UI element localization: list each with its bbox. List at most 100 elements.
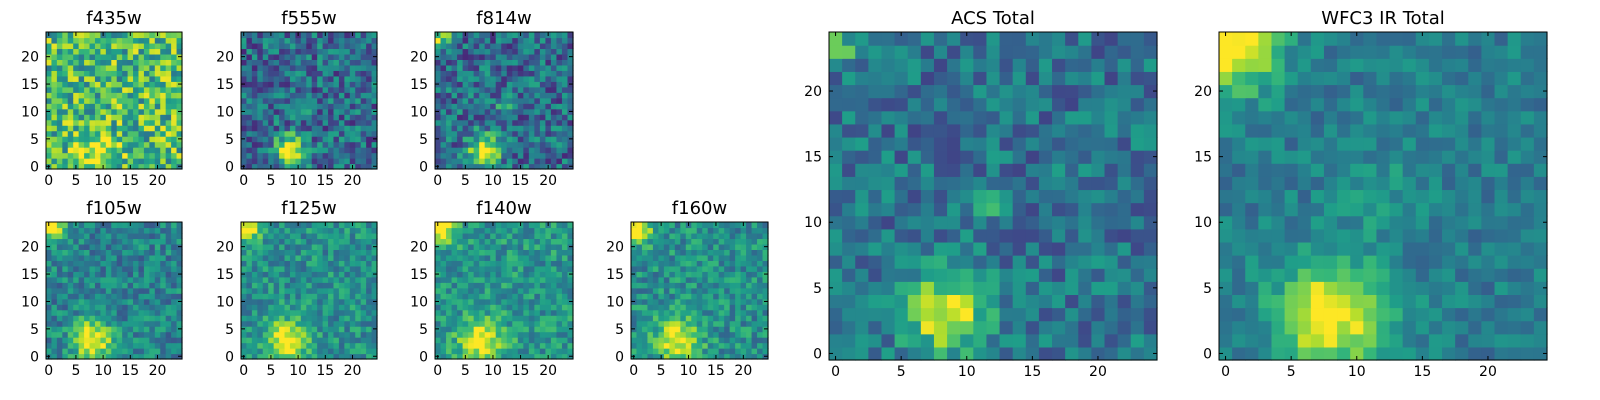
heatmap-cell	[545, 254, 552, 261]
heatmap-cell	[484, 243, 491, 250]
heatmap-cell	[306, 298, 313, 305]
heatmap-cell	[51, 320, 58, 327]
heatmap-cell	[176, 59, 183, 66]
heatmap-cell	[1143, 228, 1158, 243]
heatmap-cell	[78, 125, 85, 132]
heatmap-cell	[149, 59, 156, 66]
heatmap-cell	[718, 331, 725, 338]
heatmap-cell	[300, 342, 307, 349]
heatmap-cell	[289, 75, 296, 82]
heatmap-cell	[138, 70, 145, 77]
heatmap-cell	[338, 293, 345, 300]
heatmap-cell	[268, 254, 275, 261]
heatmap-cell	[306, 353, 313, 360]
heatmap-cell	[371, 125, 378, 132]
heatmap-cell	[94, 276, 101, 283]
heatmap-cell	[440, 147, 447, 154]
heatmap-cell	[241, 75, 248, 82]
heatmap-cell	[111, 75, 118, 82]
heatmap-cell	[371, 97, 378, 104]
heatmap-cell	[73, 86, 80, 93]
heatmap-cell	[440, 64, 447, 71]
heatmap-cell	[523, 348, 530, 355]
heatmap-cell	[94, 114, 101, 121]
heatmap-cell	[84, 125, 91, 132]
heatmap-cell	[746, 271, 753, 278]
heatmap-cell	[658, 331, 665, 338]
heatmap-cell	[116, 276, 123, 283]
heatmap-cell	[279, 326, 286, 333]
heatmap-cell	[300, 331, 307, 338]
heatmap-cell	[663, 287, 670, 294]
heatmap-cell	[171, 42, 178, 50]
heatmap-cell	[154, 59, 161, 66]
heatmap-cell	[279, 163, 286, 170]
heatmap-cell	[663, 238, 670, 245]
heatmap-cell	[322, 70, 329, 77]
heatmap-cell	[284, 53, 291, 60]
heatmap-cell	[100, 70, 107, 77]
heatmap-cell	[663, 326, 670, 333]
heatmap-cell	[829, 294, 843, 309]
heatmap-cell	[116, 32, 123, 39]
heatmap-cell	[111, 320, 118, 327]
x-tick-label: 0	[433, 173, 442, 189]
heatmap-cell	[724, 337, 731, 344]
heatmap-cell	[333, 59, 340, 66]
heatmap-cell	[311, 287, 318, 294]
heatmap-cell	[111, 86, 118, 93]
heatmap-cell	[171, 249, 178, 256]
heatmap-cell	[501, 315, 508, 322]
heatmap-cell	[84, 265, 91, 272]
heatmap-cell	[160, 70, 167, 77]
heatmap-cell	[133, 227, 140, 234]
heatmap-cell	[306, 64, 313, 71]
heatmap-cell	[371, 337, 378, 344]
heatmap-cell	[669, 293, 676, 300]
heatmap-cell	[561, 147, 569, 154]
heatmap-cell	[138, 119, 145, 126]
heatmap-cell	[641, 232, 649, 240]
heatmap-cell	[328, 42, 335, 50]
heatmap-cell	[133, 287, 140, 294]
heatmap-cell	[116, 70, 123, 77]
heatmap-cell	[94, 254, 101, 261]
heatmap-cell	[62, 254, 69, 261]
heatmap-cell	[528, 227, 535, 234]
heatmap-cell	[46, 315, 53, 322]
heatmap-cell	[842, 255, 856, 269]
heatmap-cell	[100, 287, 107, 294]
heatmap-cell	[176, 320, 183, 327]
heatmap-cell	[105, 243, 112, 250]
heatmap-cell	[490, 37, 497, 44]
heatmap-cell	[907, 294, 922, 309]
heatmap-cell	[435, 70, 442, 77]
heatmap-cell	[1130, 346, 1145, 361]
heatmap-cell	[641, 337, 649, 344]
heatmap-cell	[960, 241, 974, 256]
heatmap-cell	[251, 125, 258, 132]
heatmap-cell	[718, 238, 725, 245]
heatmap-cell	[539, 119, 546, 126]
heatmap-cell	[317, 298, 324, 305]
heatmap-cell	[100, 282, 107, 289]
heatmap-cell	[251, 238, 258, 245]
heatmap-cell	[105, 293, 112, 300]
heatmap-cell	[680, 326, 687, 333]
heatmap-cell	[349, 48, 356, 55]
heatmap-cell	[127, 147, 134, 154]
heatmap-cell	[495, 163, 502, 170]
heatmap-cell	[171, 125, 178, 132]
heatmap-cell	[138, 331, 145, 338]
heatmap-cell	[328, 243, 335, 250]
heatmap-cell	[534, 108, 541, 115]
heatmap-cell	[62, 309, 69, 316]
heatmap-cell	[154, 97, 161, 104]
heatmap-cell	[490, 271, 497, 278]
heatmap-cell	[740, 271, 747, 278]
heatmap-cell	[51, 147, 58, 154]
heatmap-cell	[495, 243, 502, 250]
heatmap-cell	[1130, 281, 1145, 295]
heatmap-cell	[512, 232, 519, 240]
heatmap-cell	[512, 348, 519, 355]
